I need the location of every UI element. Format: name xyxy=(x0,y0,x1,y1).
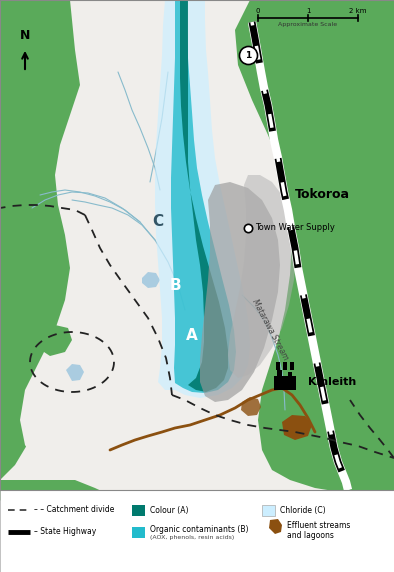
Text: – – Catchment divide: – – Catchment divide xyxy=(34,506,114,514)
Text: Tokoroa: Tokoroa xyxy=(295,189,350,201)
Text: – State Highway: – State Highway xyxy=(34,527,96,537)
Text: Effluent streams: Effluent streams xyxy=(287,522,350,530)
Text: 0: 0 xyxy=(256,8,260,14)
Polygon shape xyxy=(20,0,225,480)
Text: N: N xyxy=(20,29,30,42)
Text: 1: 1 xyxy=(245,50,251,59)
Text: C: C xyxy=(152,214,164,229)
Bar xyxy=(0,490,394,572)
Polygon shape xyxy=(0,0,80,85)
Polygon shape xyxy=(38,325,72,356)
Text: (AOX, phenols, resin acids): (AOX, phenols, resin acids) xyxy=(150,535,234,541)
Polygon shape xyxy=(130,490,200,518)
Polygon shape xyxy=(274,370,296,390)
Text: 2 km: 2 km xyxy=(349,8,367,14)
Text: B: B xyxy=(169,277,181,292)
Polygon shape xyxy=(171,0,236,393)
Bar xyxy=(132,505,145,516)
Polygon shape xyxy=(235,0,394,492)
Polygon shape xyxy=(228,175,296,378)
Bar xyxy=(262,505,275,516)
Bar xyxy=(132,527,145,538)
Bar xyxy=(0,0,394,490)
Text: A: A xyxy=(186,328,198,343)
Polygon shape xyxy=(142,272,160,288)
Text: Colour (A): Colour (A) xyxy=(150,506,188,514)
Polygon shape xyxy=(241,397,261,416)
Polygon shape xyxy=(200,182,280,402)
Polygon shape xyxy=(155,0,250,398)
Polygon shape xyxy=(66,364,84,381)
Text: Organic contaminants (B): Organic contaminants (B) xyxy=(150,525,249,534)
Polygon shape xyxy=(0,480,110,525)
Polygon shape xyxy=(282,415,312,440)
Text: Town Water Supply: Town Water Supply xyxy=(255,224,335,232)
Text: and lagoons: and lagoons xyxy=(287,530,334,539)
Polygon shape xyxy=(269,519,282,534)
Polygon shape xyxy=(276,362,280,370)
Text: Kinleith: Kinleith xyxy=(308,377,356,387)
Text: Approximate Scale: Approximate Scale xyxy=(279,22,338,27)
Polygon shape xyxy=(0,0,108,480)
Polygon shape xyxy=(180,0,228,392)
Text: Chloride (C): Chloride (C) xyxy=(280,506,325,514)
Text: Matarawa Stream: Matarawa Stream xyxy=(250,298,290,362)
Text: 1: 1 xyxy=(306,8,310,14)
Polygon shape xyxy=(283,362,287,370)
Polygon shape xyxy=(290,362,294,370)
Bar xyxy=(0,0,394,490)
